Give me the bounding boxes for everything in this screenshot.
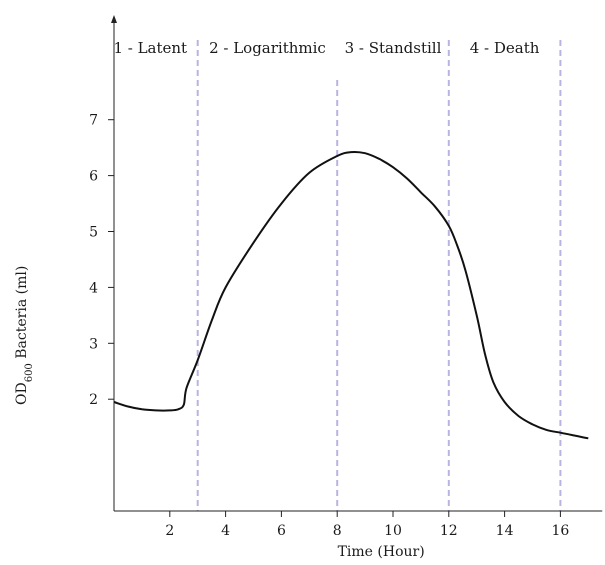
x-tick-label: 16	[551, 523, 569, 539]
x-axis-title: Time (Hour)	[338, 544, 425, 560]
y-axis-arrow-icon	[111, 15, 117, 23]
x-tick-label: 2	[165, 523, 174, 539]
phase-labels: 1 - Latent 2 - Logarithmic 3 - Standstill 4…	[113, 39, 539, 57]
axes	[111, 15, 603, 512]
phase-label: 2 - Logarithmic	[209, 39, 326, 57]
x-tick-label: 6	[277, 523, 286, 539]
y-tick-label: 5	[89, 225, 98, 241]
x-tick-label: 10	[384, 523, 402, 539]
phase-label: 1 - Latent	[113, 39, 187, 57]
y-axis-title-prefix: OD	[14, 382, 30, 405]
y-tick-label: 6	[89, 169, 98, 185]
x-tick-label: 8	[333, 523, 342, 539]
y-ticks: 2 3 4 5 6 7	[89, 113, 114, 408]
phase-boundaries	[196, 40, 562, 511]
x-tick-label: 14	[496, 523, 514, 539]
y-axis-title: OD600 Bacteria (ml)	[14, 266, 35, 405]
y-tick-label: 4	[89, 280, 98, 296]
x-tick-label: 12	[440, 523, 458, 539]
y-tick-label: 3	[89, 336, 98, 352]
x-ticks: 2 4 6 8 10 12 14 16	[165, 511, 569, 539]
phase-label: 3 - Standstill	[345, 39, 442, 57]
y-tick-label: 7	[89, 113, 98, 129]
x-tick-label: 4	[221, 523, 230, 539]
y-axis-title-subscript: 600	[24, 363, 35, 382]
phase-label: 4 - Death	[470, 39, 540, 57]
y-axis-title-suffix: Bacteria (ml)	[14, 266, 30, 363]
y-tick-label: 2	[89, 392, 98, 408]
growth-curve-line	[113, 150, 589, 440]
